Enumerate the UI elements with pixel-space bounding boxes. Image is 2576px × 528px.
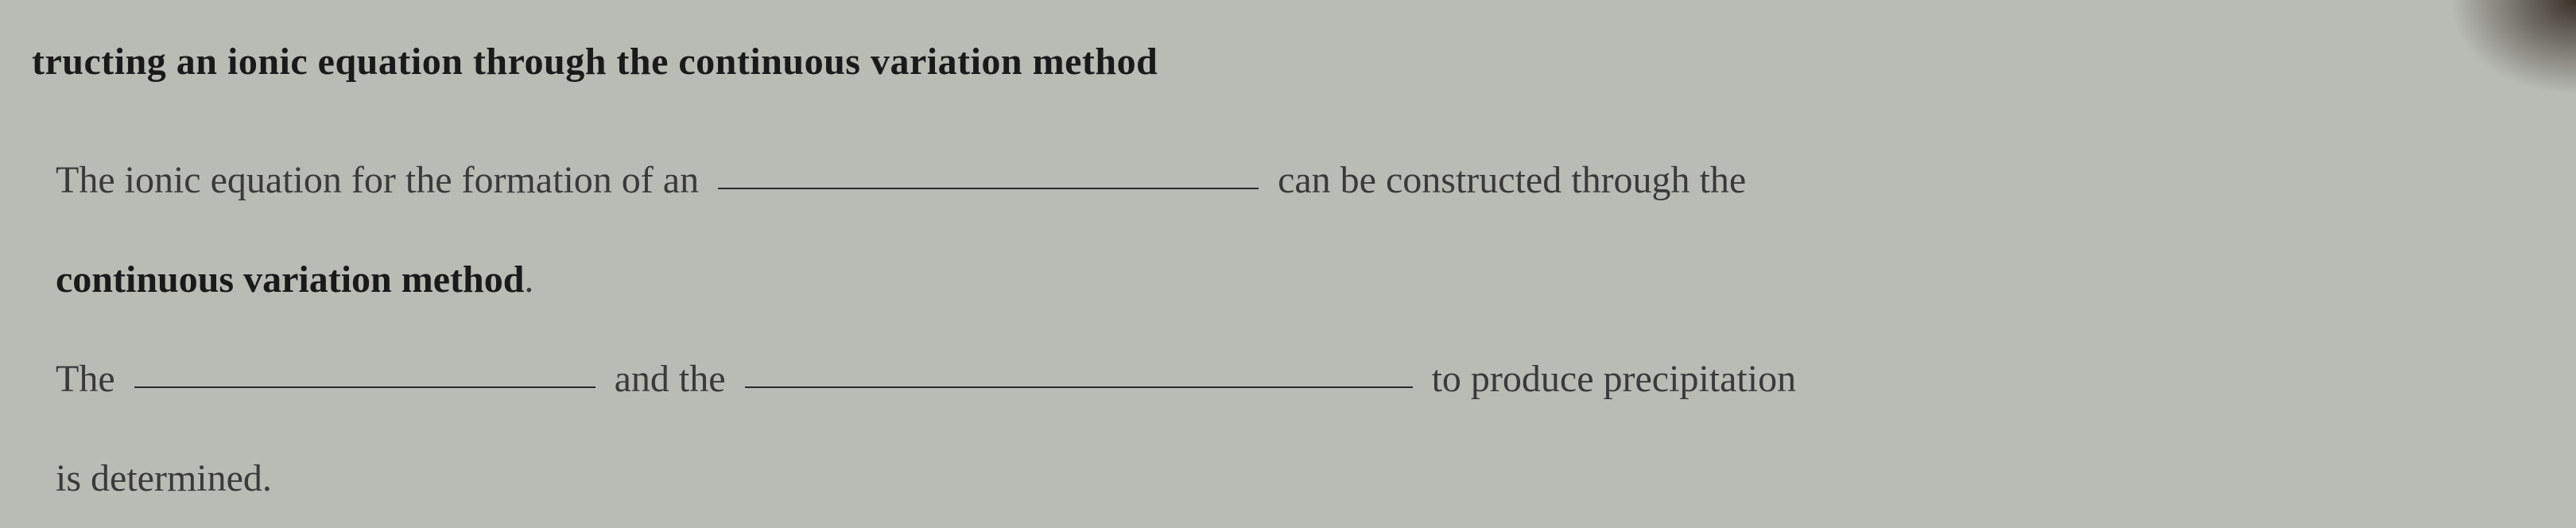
body-paragraph: The ionic equation for the formation of … <box>32 131 2544 528</box>
text-fragment-line3-part3: to produce precipitation <box>1432 358 1797 400</box>
fill-in-blank-2[interactable] <box>134 350 596 388</box>
text-fragment-line2-period: . <box>524 258 533 301</box>
text-fragment-line3-part2: and the <box>615 358 726 400</box>
text-fragment-line1-part2: can be constructed through the <box>1278 159 1746 201</box>
text-fragment-line2-bold: continuous variation method <box>56 258 524 301</box>
fill-in-blank-1[interactable] <box>718 151 1259 189</box>
document-content: tructing an ionic equation through the c… <box>32 16 2544 528</box>
text-fragment-line4: is determined. <box>56 457 272 499</box>
section-heading: tructing an ionic equation through the c… <box>32 16 2544 107</box>
text-fragment-line3-part1: The <box>56 358 115 400</box>
text-fragment-line1-part1: The ionic equation for the formation of … <box>56 159 699 201</box>
fill-in-blank-3[interactable] <box>745 350 1413 388</box>
